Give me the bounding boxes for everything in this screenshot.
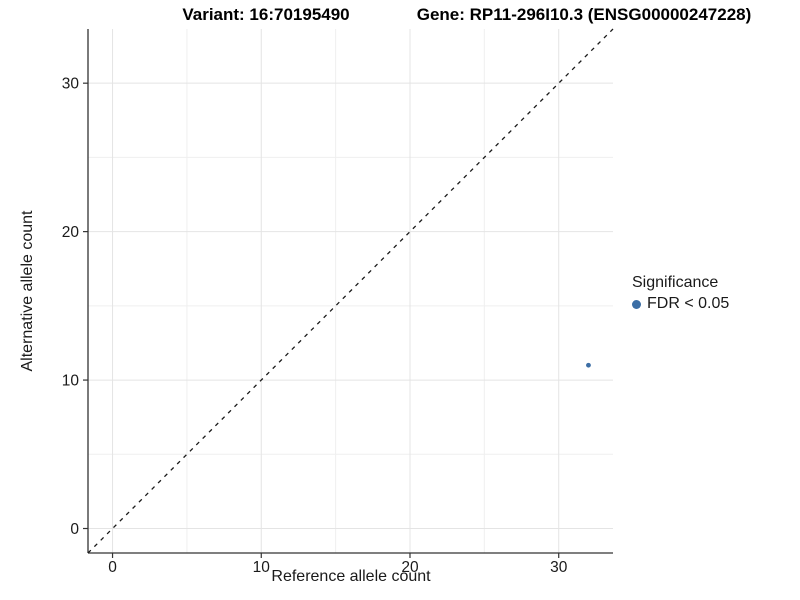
x-tick-label: 20 [401,559,419,576]
identity-line [87,28,614,554]
legend-item-label: FDR < 0.05 [647,295,730,312]
x-tick-label: 30 [550,559,568,576]
y-tick-label: 20 [62,224,80,241]
y-tick-label: 10 [62,373,80,390]
data-point [586,362,591,368]
x-tick-label: 0 [108,559,117,576]
legend: Significance FDR < 0.05 [632,274,729,313]
y-tick-label: 30 [62,76,80,93]
legend-item: FDR < 0.05 [632,295,729,313]
plot-title-gene: Gene: RP11-296I10.3 (ENSG00000247228) [416,5,752,24]
x-tick-label: 10 [253,559,271,576]
legend-title: Significance [632,274,719,291]
plot-title-variant: Variant: 16:70195490 [182,5,350,24]
x-axis-label: Reference allele count [271,568,431,585]
y-tick-label: 0 [70,521,79,538]
legend-point-icon [632,299,641,309]
